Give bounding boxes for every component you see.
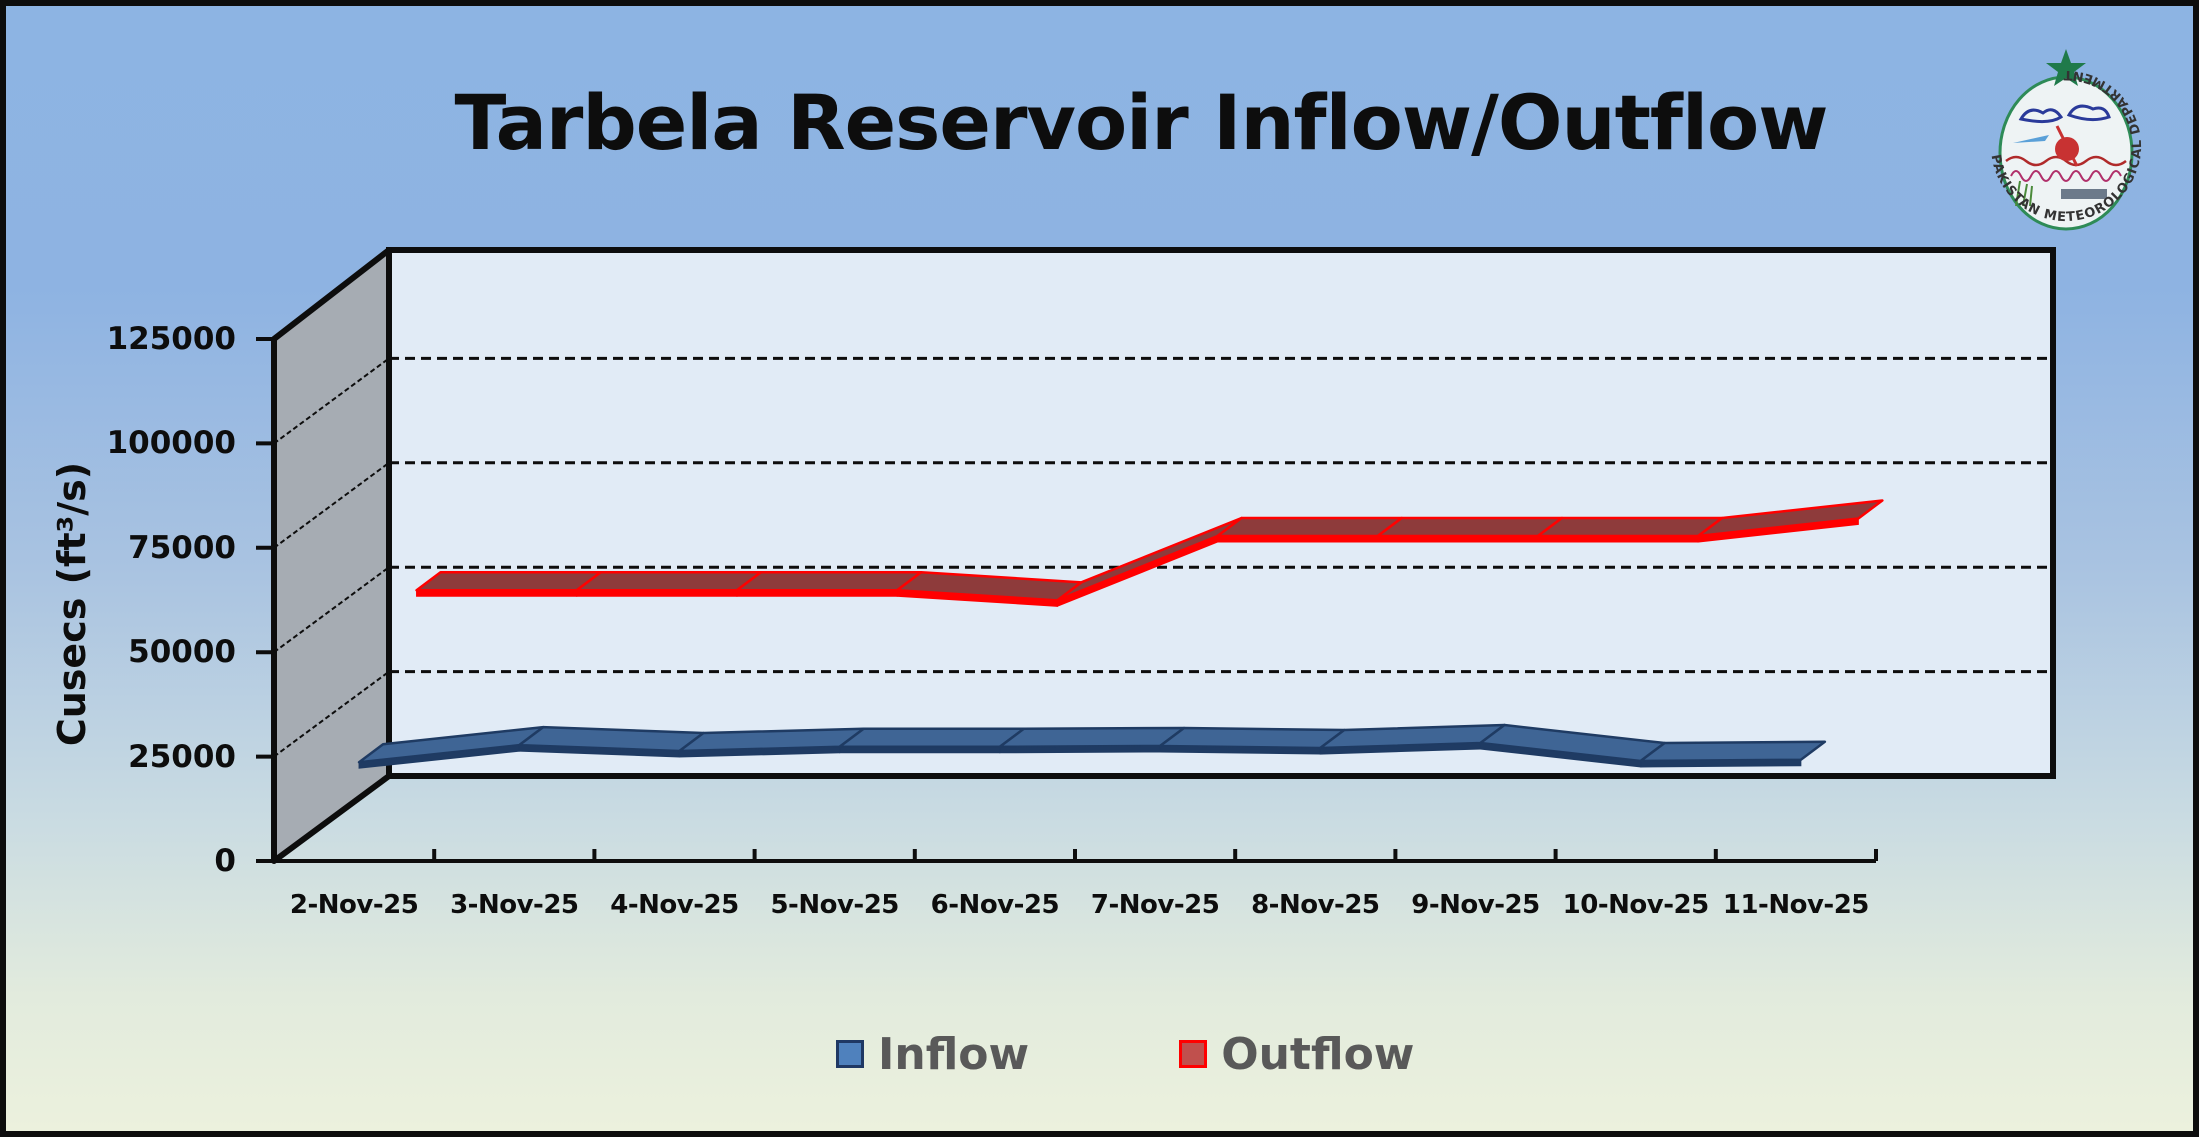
outflow-ribbon-segment (735, 571, 923, 592)
inflow-ribbon-front-face (999, 745, 1161, 754)
outflow-ribbon-segment (1376, 516, 1564, 538)
inflow-ribbon-front-face (839, 746, 1001, 754)
outflow-ribbon-segment (415, 571, 602, 592)
outflow-ribbon-front-face (1697, 517, 1859, 543)
x-tick: 4-Nov-25 (610, 890, 739, 920)
outflow-ribbon-front-face (1377, 535, 1539, 543)
y-tick: 25000 (128, 738, 236, 775)
side-wall (271, 247, 392, 864)
x-tick: 6-Nov-25 (930, 890, 1060, 920)
inflow-ribbon-segment (838, 727, 1026, 749)
x-tick: 8-Nov-25 (1251, 890, 1380, 920)
x-tick: 3-Nov-25 (450, 890, 579, 920)
pmd-logo-icon: PAKISTAN METEOROLOGICAL DEPARTMENT (1988, 49, 2144, 231)
outflow-ribbon-front-face (736, 589, 898, 597)
legend-item-inflow: Inflow (836, 1029, 1029, 1080)
inflow-ribbon-segment (1158, 726, 1346, 750)
outflow-ribbon-front-face (1537, 535, 1699, 543)
legend-label: Outflow (1221, 1028, 1415, 1080)
legend-item-outflow: Outflow (1179, 1029, 1414, 1080)
outflow-swatch-icon (1179, 1040, 1208, 1068)
legend-label: Inflow (878, 1028, 1030, 1080)
chart-title: Tarbela Reservoir Inflow/Outflow (454, 78, 1829, 167)
inflow-ribbon-front-face (1640, 759, 1802, 768)
y-tick: 100000 (106, 425, 236, 462)
y-tick: 125000 (106, 321, 236, 357)
chart-legend: Inflow Outflow (836, 1026, 1564, 1082)
y-tick: 75000 (128, 529, 236, 566)
y-axis-label: Cusecs (ft³/s) (50, 461, 94, 747)
x-tick: 11-Nov-25 (1722, 890, 1870, 920)
x-tick: 5-Nov-25 (770, 890, 899, 920)
outflow-ribbon-front-face (416, 589, 578, 597)
x-tick: 2-Nov-25 (289, 890, 419, 920)
outflow-ribbon-segment (1536, 516, 1724, 538)
outflow-ribbon-front-face (576, 589, 738, 597)
y-tick: 50000 (128, 634, 236, 671)
y-tick: 0 (214, 843, 236, 879)
x-tick: 9-Nov-25 (1411, 890, 1540, 920)
outflow-ribbon-front-face (1217, 535, 1379, 543)
x-tick: 7-Nov-25 (1090, 890, 1220, 920)
x-tick: 10-Nov-25 (1562, 890, 1710, 920)
outflow-ribbon-segment (575, 571, 763, 592)
inflow-ribbon-segment (998, 726, 1186, 749)
inflow-ribbon-segment (1639, 740, 1827, 763)
inflow-swatch-icon (836, 1040, 864, 1068)
outflow-ribbon-segment (1216, 516, 1403, 538)
chart-plot-area (256, 247, 2056, 864)
